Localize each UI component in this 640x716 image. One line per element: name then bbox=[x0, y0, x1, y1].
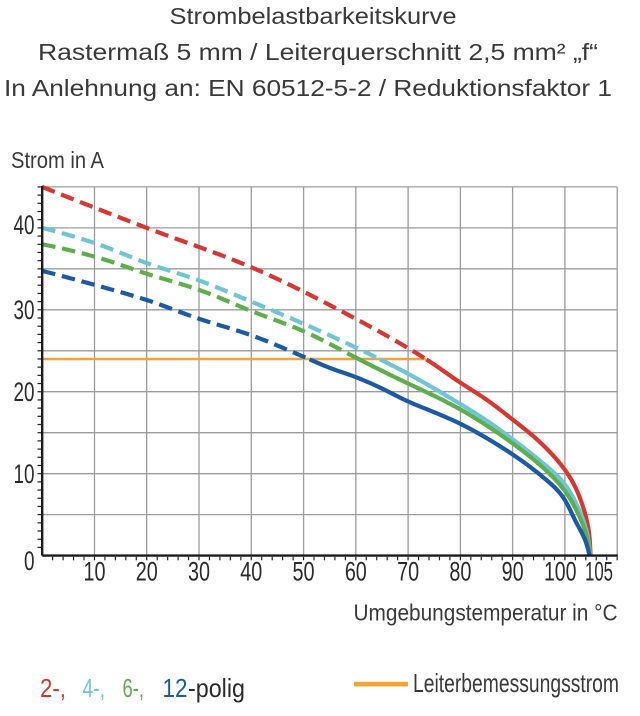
svg-text:10: 10 bbox=[83, 557, 105, 587]
svg-text:50: 50 bbox=[293, 557, 315, 587]
svg-text:40: 40 bbox=[240, 557, 262, 587]
svg-text:4-,: 4-, bbox=[83, 673, 106, 703]
svg-text:90: 90 bbox=[502, 557, 524, 587]
svg-text:60: 60 bbox=[345, 557, 367, 587]
svg-text:30: 30 bbox=[188, 557, 210, 587]
svg-text:30: 30 bbox=[14, 295, 35, 325]
svg-text:0: 0 bbox=[24, 546, 35, 576]
svg-text:40: 40 bbox=[14, 210, 35, 240]
svg-text:6-,: 6-, bbox=[123, 673, 145, 703]
svg-text:10: 10 bbox=[14, 459, 35, 489]
svg-text:20: 20 bbox=[14, 377, 35, 407]
svg-text:105: 105 bbox=[585, 557, 613, 587]
svg-text:-polig: -polig bbox=[188, 673, 245, 703]
svg-text:Umgebungstemperatur in °C: Umgebungstemperatur in °C bbox=[354, 600, 618, 626]
svg-text:Strom in A: Strom in A bbox=[11, 147, 105, 173]
svg-text:80: 80 bbox=[449, 557, 471, 587]
svg-text:Rastermaß 5 mm / Leiterquersch: Rastermaß 5 mm / Leiterquerschnitt 2,5 m… bbox=[38, 39, 598, 65]
svg-text:2-,: 2-, bbox=[40, 673, 66, 703]
svg-text:12: 12 bbox=[163, 673, 188, 703]
svg-text:100: 100 bbox=[544, 557, 577, 587]
svg-text:Strombelastbarkeitskurve: Strombelastbarkeitskurve bbox=[170, 3, 457, 29]
svg-text:20: 20 bbox=[136, 557, 158, 587]
svg-text:Leiterbemessungsstrom: Leiterbemessungsstrom bbox=[413, 668, 619, 698]
svg-text:70: 70 bbox=[397, 557, 419, 587]
svg-text:In Anlehnung an: EN 60512-5-2: In Anlehnung an: EN 60512-5-2 / Reduktio… bbox=[4, 75, 612, 101]
